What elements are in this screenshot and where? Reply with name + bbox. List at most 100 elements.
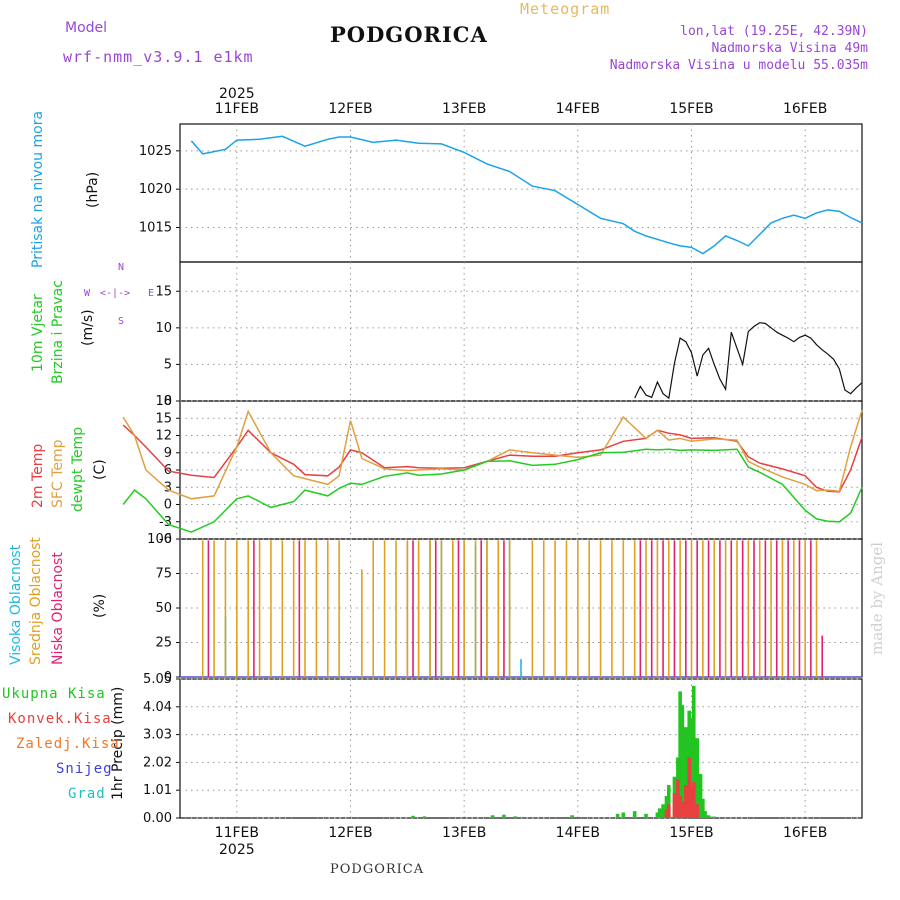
top-day-tick-label: 13FEB — [442, 101, 486, 117]
temp-sfc-line — [122, 409, 863, 500]
total-rain-bar — [615, 813, 620, 818]
total-rain-bar — [422, 816, 427, 818]
total-rain-bar — [502, 814, 506, 818]
bottom-day-tick-label: 16FEB — [783, 825, 827, 841]
y-tick-label: 75 — [155, 567, 172, 582]
y-tick-label: 1015 — [139, 221, 172, 236]
compass-south: S — [118, 316, 125, 327]
y-tick-label: 0 — [164, 394, 172, 409]
top-day-tick-label: 12FEB — [328, 101, 372, 117]
total-rain-bar — [710, 816, 714, 818]
model-name: wrf-nmm_v3.9.1 e1km — [63, 48, 254, 66]
total-rain-bar — [680, 705, 685, 818]
legend-snow: Snijeg — [56, 761, 113, 777]
y-tick-label: 3 — [164, 480, 172, 495]
y-tick-label: 5.05 — [143, 672, 172, 687]
total-rain-bar — [657, 808, 662, 818]
bottom-year-label: 2025 — [219, 842, 255, 858]
total-rain-bar — [689, 718, 694, 818]
y-tick-label: 18 — [155, 394, 172, 409]
top-day-tick-label: 14FEB — [556, 101, 600, 117]
total-rain-bar — [411, 815, 415, 818]
total-rain-bar — [655, 812, 660, 818]
total-rain-bar — [664, 795, 669, 818]
total-rain-bar — [570, 815, 574, 818]
y-tick-label: 4.04 — [143, 700, 172, 715]
total-rain-bar — [621, 812, 626, 818]
convective-rain-bar — [687, 757, 692, 818]
y-tick-label: 15 — [155, 284, 172, 299]
bottom-day-tick-label: 13FEB — [442, 825, 486, 841]
convective-rain-bar — [684, 784, 688, 818]
convective-rain-bar — [666, 804, 671, 818]
compass-north: N — [118, 262, 125, 273]
wind-speed-line — [634, 322, 863, 400]
compass-west: W — [84, 288, 91, 299]
temp-2m-line — [122, 424, 863, 493]
total-rain-bar — [706, 815, 711, 818]
compass-east: E — [148, 288, 155, 299]
bottom-day-tick-label: 14FEB — [556, 825, 600, 841]
legend-convective-rain: Konvek.Kisa — [8, 711, 112, 727]
total-rain-bar — [712, 816, 717, 818]
y-tick-label: 5 — [164, 357, 172, 372]
convective-rain-bar — [689, 787, 694, 818]
total-rain-bar — [678, 691, 682, 818]
bottom-day-tick-label: 11FEB — [215, 825, 259, 841]
legend-total-rain: Ukupna Kisa — [2, 686, 106, 702]
y-tick-label: 12 — [155, 429, 172, 444]
pressure-line — [190, 135, 863, 255]
y-tick-label: 0.00 — [143, 811, 172, 826]
y-tick-label: 0 — [164, 498, 172, 513]
total-rain-bar — [703, 811, 707, 818]
total-rain-bar — [698, 773, 703, 818]
temp-dewpt-line — [122, 448, 863, 533]
total-rain-bar — [701, 798, 705, 818]
page-title: PODGORICA — [330, 22, 488, 47]
top-day-tick-label: 15FEB — [669, 101, 713, 117]
convective-rain-bar — [664, 809, 669, 818]
total-rain-bar — [644, 813, 648, 818]
total-rain-bar — [666, 784, 671, 818]
bottom-day-tick-label: 15FEB — [669, 825, 713, 841]
panel-frame — [179, 678, 863, 819]
y-tick-label: 1020 — [139, 182, 172, 197]
chart-subtitle: Meteogram — [520, 0, 611, 18]
total-rain-bar — [695, 738, 699, 818]
y-tick-label: 2.02 — [143, 755, 172, 770]
convective-rain-bar — [691, 782, 696, 818]
convective-rain-bar — [672, 793, 677, 818]
top-day-tick-label: 11FEB — [215, 101, 259, 117]
total-rain-bar — [691, 685, 696, 818]
y-tick-label: 10 — [155, 321, 172, 336]
y-tick-label: 100 — [147, 532, 172, 547]
compass-arrows-icon: <-|-> — [100, 288, 131, 299]
bottom-day-tick-label: 12FEB — [328, 825, 372, 841]
y-tick-label: 3.03 — [143, 728, 172, 743]
station-elevation: Nadmorska Visina 49m — [711, 41, 868, 56]
panel-frame — [179, 123, 863, 263]
panel-frame — [179, 261, 863, 402]
convective-rain-bar — [678, 795, 682, 818]
y-tick-label: 0 — [164, 670, 172, 685]
legend-hail: Grad — [68, 786, 106, 802]
y-tick-label: 15 — [155, 411, 172, 426]
y-tick-label: 1.01 — [143, 783, 172, 798]
location-coordinates: lon,lat (19.25E, 42.39N) — [680, 24, 868, 39]
legend-freezing-rain: Zaledj.Kisa — [16, 736, 120, 752]
y-tick-label: -6 — [159, 532, 172, 547]
y-tick-label: 9 — [164, 446, 172, 461]
y-tick-label: 25 — [155, 636, 172, 651]
convective-rain-bar — [695, 804, 699, 818]
convective-rain-bar — [680, 801, 685, 818]
y-tick-label: 50 — [155, 601, 172, 616]
footer-station: PODGORICA — [330, 862, 425, 877]
top-day-tick-label: 16FEB — [783, 101, 827, 117]
total-rain-bar — [632, 811, 637, 818]
y-tick-label: 1025 — [139, 144, 172, 159]
model-label: Model — [65, 20, 108, 36]
total-rain-bar — [490, 815, 495, 818]
top-year-label: 2025 — [219, 86, 255, 102]
model-elevation: Nadmorska Visina u modelu 55.035m — [609, 58, 868, 73]
